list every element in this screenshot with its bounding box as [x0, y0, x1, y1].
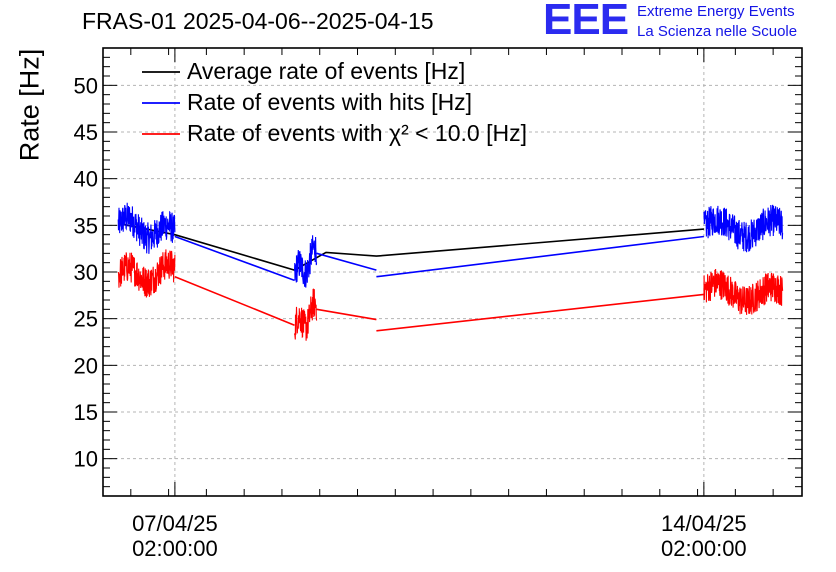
legend-label-average: Average rate of events [Hz]: [187, 58, 466, 84]
series-hits-line: [376, 235, 704, 278]
series-hits-line: [316, 252, 377, 271]
y-tick-label: 30: [74, 260, 98, 285]
y-tick-label: 35: [74, 213, 98, 238]
series-chi2-line: [376, 293, 704, 332]
x-tick-label-time: 02:00:00: [132, 536, 218, 561]
series-hits-line: [703, 204, 784, 253]
brand-line-2: La Scienza nelle Scuole: [637, 23, 798, 40]
chart-title: FRAS-01 2025-04-06--2025-04-15: [82, 8, 434, 34]
y-tick-label: 15: [74, 400, 98, 425]
series-chi2-line: [316, 308, 377, 321]
y-tick-label: 40: [74, 167, 98, 192]
series-chi2-line: [174, 275, 295, 326]
y-tick-label: 25: [74, 307, 98, 332]
series-hits-line: [174, 235, 295, 282]
legend-label-chi2: Rate of events with χ² < 10.0 [Hz]: [187, 120, 527, 146]
x-tick-label-date: 14/04/25: [661, 511, 747, 536]
x-tick-label-date: 07/04/25: [132, 511, 218, 536]
y-tick-label: 45: [74, 120, 98, 145]
plot-frame: [102, 47, 803, 497]
legend-label-hits: Rate of events with hits [Hz]: [187, 89, 473, 115]
y-tick-label: 10: [74, 447, 98, 472]
x-tick-label-time: 02:00:00: [661, 536, 747, 561]
series-hits-line: [293, 235, 318, 288]
y-tick-label: 20: [74, 353, 98, 378]
series-chi2-line: [293, 288, 318, 341]
eee-logo: EEE: [543, 0, 629, 44]
y-tick-label: 50: [74, 73, 98, 98]
series-chi2-line: [117, 249, 176, 298]
series-hits-line: [117, 202, 176, 254]
brand-line-1: Extreme Energy Events: [637, 3, 795, 20]
series-chi2-line: [703, 268, 784, 315]
